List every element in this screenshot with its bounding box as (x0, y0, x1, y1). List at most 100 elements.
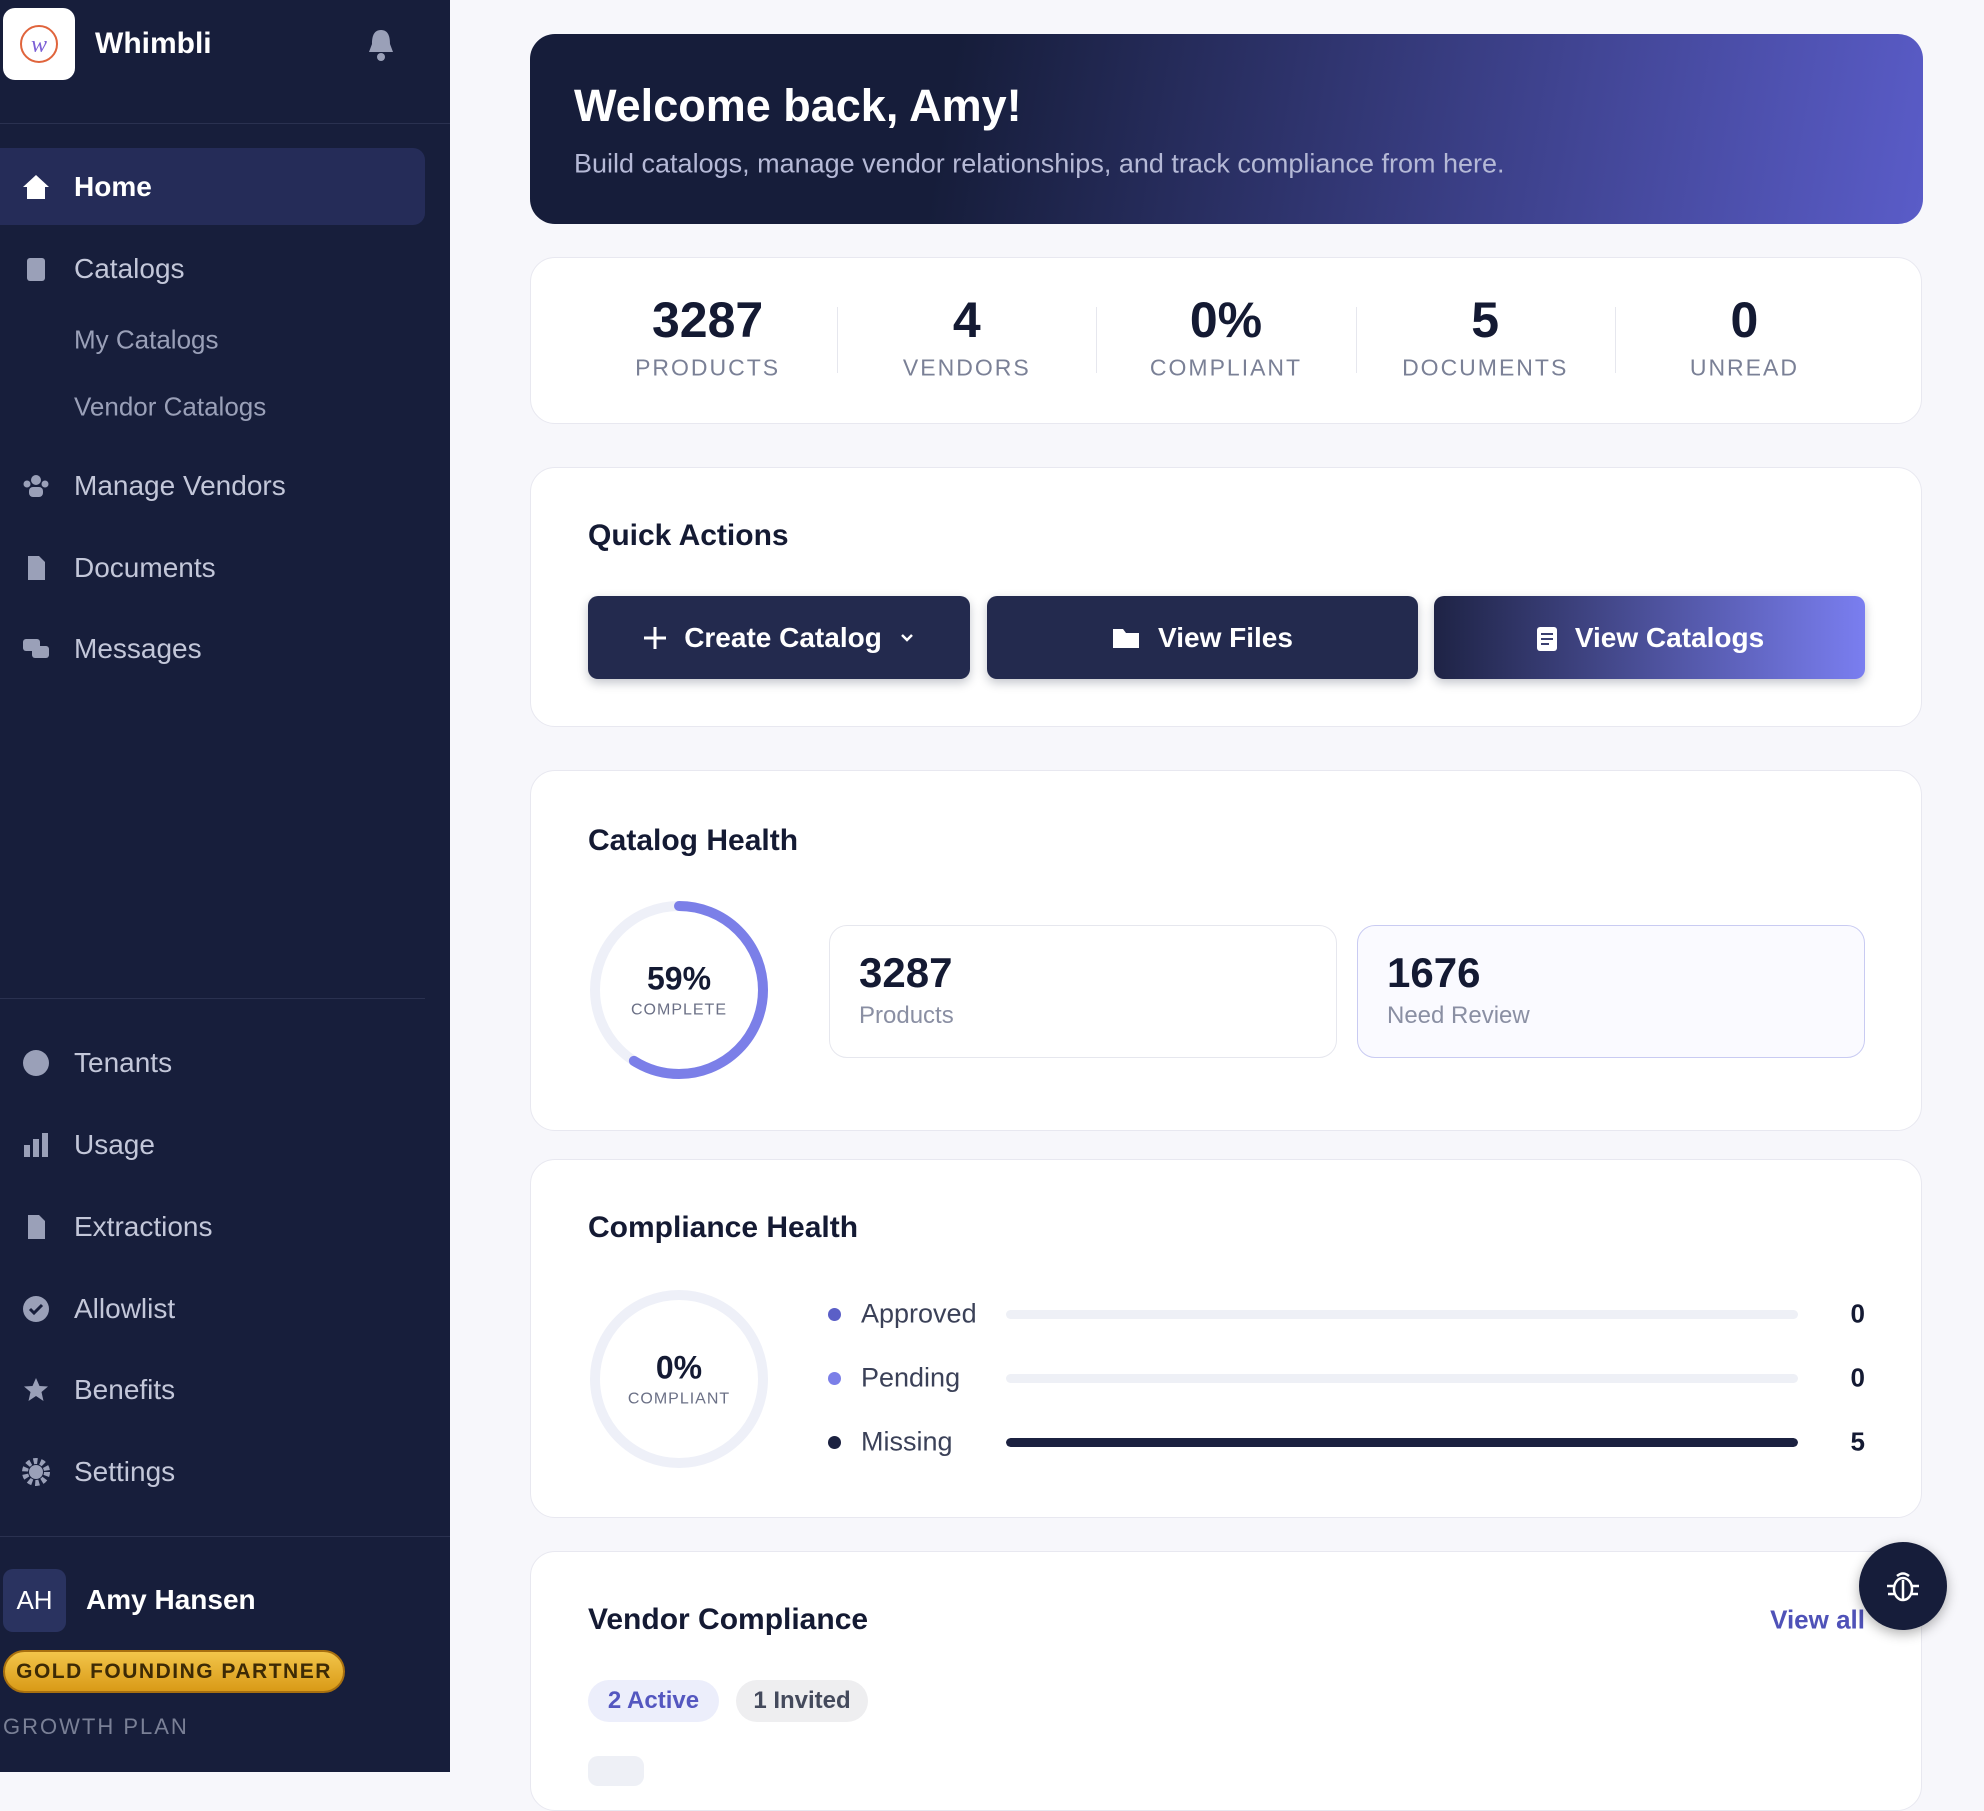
legend-dot (828, 1308, 841, 1321)
catalog-icon (27, 258, 45, 281)
nav-item[interactable]: Settings (74, 1456, 176, 1487)
stat-separator (837, 307, 839, 373)
section-title: Quick Actions (588, 519, 789, 552)
view-files-button[interactable]: View Files (987, 596, 1418, 679)
nav-item[interactable]: Manage Vendors (74, 470, 286, 501)
progress-ring (590, 901, 768, 1079)
stat-label: PRODUCTS (635, 354, 781, 381)
welcome-subtitle: Build catalogs, manage vendor relationsh… (574, 148, 1505, 179)
vendors-icon (23, 475, 49, 497)
stats-card (530, 257, 1922, 424)
stat-value: 5 (1471, 292, 1500, 348)
ring-track (590, 1290, 768, 1468)
stat-label: VENDORS (902, 354, 1031, 381)
metric-label: Need Review (1387, 1002, 1530, 1029)
ring-caption: COMPLIANT (627, 1390, 731, 1408)
divider (0, 1536, 450, 1537)
section-title: Compliance Health (588, 1211, 859, 1244)
extractions-icon (28, 1215, 45, 1239)
plus-icon (644, 626, 667, 649)
ring-caption: COMPLETE (630, 1001, 727, 1019)
stat-separator (1355, 307, 1357, 373)
button-label: View Catalogs (1574, 621, 1765, 653)
bar-track (1006, 1374, 1798, 1383)
bug-report-button[interactable] (1859, 1542, 1947, 1630)
benefits-icon (24, 1378, 48, 1401)
nav-item[interactable]: Home (74, 171, 152, 202)
metric-card[interactable]: 1676 Need Review (1357, 925, 1865, 1058)
view-catalogs-button[interactable]: View Catalogs (1434, 596, 1865, 679)
stat-separator (1614, 307, 1616, 373)
metric-value: 3287 (859, 949, 953, 996)
stat-value: 3287 (651, 292, 764, 348)
bar-track (1006, 1310, 1798, 1319)
allowlist-icon (23, 1296, 49, 1322)
vendor-compliance-card (530, 1551, 1922, 1811)
section-title: Vendor Compliance (588, 1603, 869, 1636)
settings-icon (22, 1458, 50, 1486)
stat-value: 0 (1730, 292, 1759, 348)
nav-item[interactable]: Usage (74, 1129, 155, 1160)
svg-text:w: w (31, 32, 47, 58)
chevron-icon (900, 633, 913, 642)
stat-value: 4 (952, 292, 981, 348)
nav-item[interactable]: Messages (74, 633, 202, 664)
progress-ring (590, 1290, 768, 1468)
logo[interactable]: w (3, 8, 75, 80)
home-icon (23, 175, 49, 199)
folder-icon (1113, 628, 1140, 648)
nav-item[interactable]: Tenants (74, 1047, 173, 1078)
ring-label: 59% COMPLETE (579, 961, 779, 1020)
ring-arc (590, 901, 768, 1079)
welcome-banner: Welcome back, Amy! Build catalogs, manag… (530, 34, 1923, 224)
stat-label: UNREAD (1689, 354, 1799, 381)
section-title: Catalog Health (588, 824, 799, 857)
stat-label: DOCUMENTS (1402, 354, 1569, 381)
stat-separator (1096, 307, 1098, 373)
filter-pill[interactable]: 2 Active (588, 1680, 719, 1722)
nav-subitem[interactable]: Vendor Catalogs (74, 391, 267, 422)
catalog-icon (1536, 626, 1557, 651)
divider (0, 123, 450, 124)
row-label: Pending (861, 1362, 961, 1393)
row-label: Approved (861, 1298, 977, 1329)
legend-dot (828, 1436, 841, 1449)
nav-item[interactable]: Catalogs (74, 253, 185, 284)
stat-label: COMPLIANT (1149, 354, 1303, 381)
stat-value: 0% (1189, 292, 1263, 348)
filter-pill[interactable]: 1 Invited (736, 1680, 868, 1722)
logo-mark: w (20, 25, 58, 63)
nav-item[interactable]: Allowlist (74, 1293, 176, 1324)
view-all-link[interactable]: View all (1770, 1604, 1865, 1635)
messages-icon (23, 639, 49, 658)
brand: Whimbli (95, 27, 212, 60)
create-catalog-button[interactable]: Create Catalog (588, 596, 970, 679)
button-label: View Files (1158, 621, 1293, 653)
ring-label: 0% COMPLIANT (579, 1350, 779, 1409)
nav-subitem[interactable]: My Catalogs (74, 324, 219, 355)
active-nav-bg (0, 148, 425, 225)
ring-value: 59% (646, 960, 712, 997)
partner-badge: GOLD FOUNDING PARTNER (3, 1650, 345, 1693)
button-label: Create Catalog (684, 621, 882, 653)
row-value: 0 (1850, 1362, 1865, 1393)
metric-label: Products (859, 1002, 954, 1029)
tenants-icon (23, 1050, 49, 1076)
metric-value: 1676 (1387, 949, 1481, 996)
avatar[interactable]: AH (3, 1569, 66, 1632)
nav-item[interactable]: Extractions (74, 1211, 213, 1242)
placeholder (588, 1756, 644, 1786)
nav-item[interactable]: Documents (74, 552, 216, 583)
compliance-health-card (530, 1159, 1922, 1518)
row-value: 5 (1850, 1426, 1865, 1457)
plan-label: GROWTH PLAN (3, 1714, 189, 1739)
documents-icon (28, 556, 45, 580)
bar (1006, 1438, 1798, 1447)
ring-value: 0% (655, 1349, 703, 1386)
user-name: Amy Hansen (86, 1584, 256, 1615)
legend-dot (828, 1372, 841, 1385)
metric-card: 3287 Products (829, 925, 1337, 1058)
nav-item[interactable]: Benefits (74, 1374, 176, 1405)
bell-icon[interactable] (366, 28, 396, 62)
bug-icon (1887, 1572, 1919, 1602)
